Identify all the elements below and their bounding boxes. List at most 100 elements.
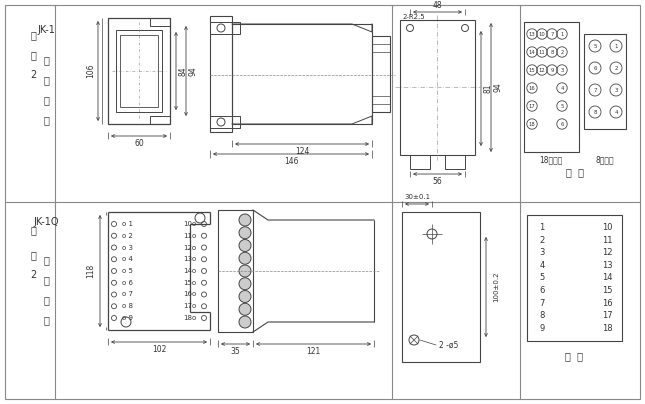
Text: 7: 7	[550, 32, 553, 36]
Circle shape	[239, 227, 251, 239]
Text: 8: 8	[593, 109, 597, 114]
Text: 16: 16	[602, 299, 612, 308]
Text: 3: 3	[614, 88, 618, 93]
Text: 11: 11	[602, 236, 612, 245]
Text: 18点端子: 18点端子	[539, 156, 562, 164]
Bar	[210, 116, 240, 128]
Text: o 5: o 5	[122, 268, 133, 274]
Bar	[150, 18, 170, 26]
Text: 121: 121	[306, 347, 321, 356]
Text: 前: 前	[43, 275, 49, 285]
Text: 板: 板	[43, 55, 49, 65]
Circle shape	[239, 214, 251, 226]
Bar	[410, 155, 430, 169]
Text: 2: 2	[614, 65, 618, 71]
Circle shape	[239, 290, 251, 303]
Circle shape	[239, 265, 251, 277]
Bar	[218, 210, 253, 332]
Text: 17o: 17o	[183, 303, 196, 309]
Text: 6: 6	[561, 122, 564, 126]
Text: 5: 5	[593, 44, 597, 48]
Text: 2 -ø5: 2 -ø5	[439, 341, 459, 349]
Bar	[372, 44, 390, 52]
Text: 100±0.2: 100±0.2	[493, 272, 499, 302]
Bar	[232, 24, 372, 124]
Text: 8: 8	[539, 311, 544, 320]
Circle shape	[239, 278, 251, 290]
Text: o 3: o 3	[122, 244, 133, 250]
Text: 146: 146	[284, 158, 298, 166]
Text: 12o: 12o	[183, 244, 196, 250]
Text: 5: 5	[561, 103, 564, 109]
Text: o 8: o 8	[122, 303, 133, 309]
Text: 4: 4	[614, 109, 618, 114]
Text: 12: 12	[602, 248, 612, 257]
Text: 背  视: 背 视	[566, 167, 584, 177]
Text: 8点端子: 8点端子	[596, 156, 614, 164]
Text: 10: 10	[539, 32, 546, 36]
Text: 1: 1	[561, 32, 564, 36]
Bar	[524, 22, 579, 152]
Text: 13: 13	[529, 32, 535, 36]
Text: 7: 7	[539, 299, 544, 308]
Bar	[527, 215, 622, 341]
Bar	[150, 116, 170, 124]
Text: 17: 17	[529, 103, 535, 109]
Bar	[210, 16, 232, 132]
Text: 56: 56	[433, 177, 442, 187]
Bar	[116, 30, 162, 112]
Text: 5: 5	[539, 274, 544, 282]
Text: 17: 17	[602, 311, 612, 320]
Text: 14: 14	[529, 50, 535, 55]
Text: 8: 8	[550, 50, 553, 55]
Text: 48: 48	[433, 2, 442, 11]
Text: 图: 图	[30, 50, 36, 60]
Text: 2-R2.5: 2-R2.5	[403, 14, 426, 20]
Text: 2: 2	[561, 50, 564, 55]
Bar	[120, 35, 158, 107]
Text: 16o: 16o	[183, 292, 196, 297]
Text: 35: 35	[231, 347, 241, 356]
Text: 18: 18	[602, 324, 612, 333]
Text: 18: 18	[529, 122, 535, 126]
Text: 14: 14	[602, 274, 612, 282]
Text: o 1: o 1	[122, 221, 133, 227]
Text: 10: 10	[602, 223, 612, 232]
Circle shape	[239, 316, 251, 328]
Text: 附: 附	[30, 225, 36, 235]
Text: 线: 线	[43, 315, 49, 325]
Text: 9: 9	[550, 67, 553, 72]
Circle shape	[239, 303, 251, 315]
Text: 102: 102	[152, 345, 166, 354]
Text: 94: 94	[493, 83, 502, 93]
Text: o 2: o 2	[122, 233, 133, 239]
Bar	[584, 34, 626, 129]
Text: 11o: 11o	[183, 233, 196, 239]
Bar	[372, 96, 390, 104]
Text: 6: 6	[539, 286, 544, 295]
Text: 图: 图	[30, 250, 36, 260]
Text: 12: 12	[539, 67, 546, 72]
Text: 后: 后	[43, 75, 49, 85]
Text: 94: 94	[188, 66, 197, 76]
Text: 15: 15	[602, 286, 612, 295]
Text: 15o: 15o	[183, 280, 196, 286]
Text: 124: 124	[295, 147, 309, 156]
Text: 1: 1	[539, 223, 544, 232]
Text: o 9: o 9	[122, 315, 133, 321]
Text: 板: 板	[43, 255, 49, 265]
Text: 3: 3	[539, 248, 544, 257]
Bar	[400, 20, 475, 155]
Text: JK-1: JK-1	[37, 25, 55, 35]
Circle shape	[239, 252, 251, 264]
Text: 正  视: 正 视	[565, 351, 583, 361]
Text: 6: 6	[593, 65, 597, 71]
Text: 10o: 10o	[183, 221, 196, 227]
Text: 11: 11	[539, 50, 546, 55]
Bar	[210, 22, 240, 34]
Text: 3: 3	[561, 67, 564, 72]
Text: 81: 81	[484, 84, 493, 93]
Text: 4: 4	[539, 261, 544, 270]
Text: 84: 84	[179, 66, 188, 76]
Text: 2: 2	[30, 270, 36, 280]
